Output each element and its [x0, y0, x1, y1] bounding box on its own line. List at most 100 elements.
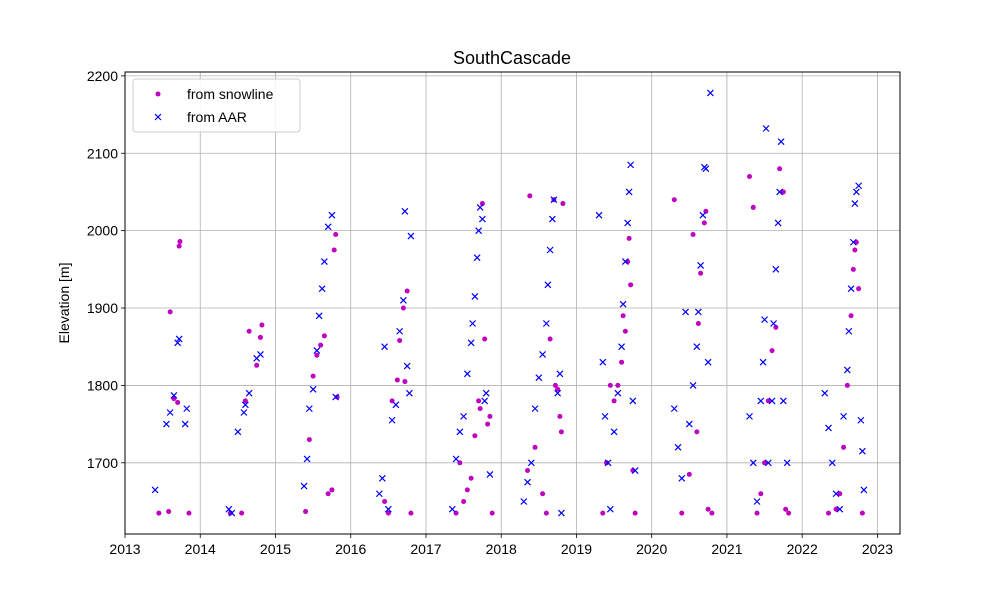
- snowline-point: [780, 189, 786, 195]
- aar-point: [619, 300, 627, 308]
- snowline-point: [385, 510, 391, 516]
- aar-point: [378, 474, 386, 482]
- snowline-point: [754, 510, 760, 516]
- snowline-point: [176, 243, 182, 249]
- aar-point: [606, 505, 614, 513]
- x-axis: 2013 2014 2015 2016 2017 2018 2019 2020 2021 2022…: [109, 534, 893, 557]
- aar-point: [183, 405, 191, 413]
- aar-point: [629, 397, 637, 405]
- aar-point: [542, 320, 550, 327]
- snowline-point: [837, 491, 843, 497]
- aar-point: [749, 459, 757, 467]
- aar-point: [548, 215, 556, 223]
- aar-point: [162, 420, 170, 428]
- chart-title: SouthCascade: [453, 48, 571, 68]
- snowline-point: [318, 342, 324, 348]
- aar-point: [403, 362, 411, 370]
- aar-point: [601, 412, 609, 420]
- x-tick-label: 2017: [410, 541, 441, 557]
- snowline-point: [695, 321, 701, 327]
- aar-point: [375, 490, 383, 498]
- aar-point: [315, 312, 323, 320]
- y-tick-label: 1700: [87, 455, 118, 471]
- aar-point: [702, 165, 710, 173]
- aar-point: [318, 285, 326, 293]
- aar-point: [478, 215, 486, 223]
- snowline-point: [482, 336, 488, 342]
- aar-point: [535, 374, 543, 382]
- aar-point: [531, 405, 539, 413]
- aar-point: [770, 320, 778, 327]
- x-tick-label: 2014: [185, 541, 216, 557]
- aar-point: [847, 285, 855, 293]
- aar-point: [303, 455, 311, 463]
- snowline-point: [177, 238, 183, 244]
- aar-point: [851, 200, 859, 207]
- aar-point: [396, 327, 404, 335]
- aar-point: [228, 509, 236, 517]
- aar-point: [384, 505, 392, 513]
- snowline-point: [557, 413, 563, 419]
- snowline-point: [701, 220, 707, 226]
- snowline-point: [239, 510, 245, 516]
- aar-point: [832, 490, 840, 498]
- snowline-point: [394, 377, 400, 383]
- y-tick-label: 2000: [87, 223, 118, 239]
- y-axis-label: Elevation [m]: [56, 263, 72, 344]
- aar-point: [170, 392, 178, 399]
- aar-point: [674, 443, 682, 451]
- aar-point: [473, 254, 481, 262]
- aar-point: [860, 486, 868, 494]
- snowline-point: [786, 510, 792, 516]
- legend: from snowline from AAR: [132, 78, 301, 133]
- snowline-point: [765, 398, 771, 404]
- snowline-point: [694, 429, 700, 435]
- snowline-point: [468, 475, 474, 481]
- aar-point: [524, 478, 531, 486]
- snowline-point: [600, 510, 606, 516]
- snowline-point: [242, 398, 248, 404]
- aar-point: [482, 389, 490, 397]
- aar-point: [855, 182, 863, 190]
- snowline-point: [841, 444, 847, 450]
- aar-point: [825, 424, 832, 432]
- aar-point: [181, 420, 189, 428]
- aar-point: [631, 467, 639, 474]
- aar-point: [697, 262, 705, 269]
- snowline-point: [826, 510, 832, 516]
- snowline-point: [555, 386, 561, 392]
- snowline-point: [604, 460, 610, 466]
- aar-point: [476, 204, 484, 211]
- snowline-point: [166, 509, 172, 515]
- snowline-point: [679, 510, 685, 516]
- snowline-point: [859, 510, 865, 516]
- aar-point: [486, 470, 494, 478]
- aar-point: [539, 351, 547, 358]
- legend-label-aar: from AAR: [187, 109, 247, 125]
- legend-label-snowline: from snowline: [187, 86, 274, 102]
- aar-point: [401, 207, 409, 215]
- x-tick-label: 2023: [862, 541, 893, 557]
- grid: [124, 72, 900, 534]
- snowline-point: [552, 382, 558, 388]
- snowline-point: [705, 506, 711, 512]
- aar-point: [469, 320, 477, 327]
- snowline-point: [464, 487, 470, 493]
- snowline-point: [709, 510, 715, 516]
- aar-point: [388, 416, 396, 424]
- aar-point: [624, 219, 632, 227]
- snowline-point: [334, 394, 340, 400]
- aar-point: [460, 412, 468, 420]
- aar-point: [313, 347, 321, 355]
- snowline-point: [461, 498, 467, 504]
- snowline-point: [611, 398, 617, 404]
- snowline-point: [783, 506, 789, 512]
- aar-point: [241, 401, 249, 409]
- snowline-point: [382, 498, 388, 504]
- aar-point: [757, 397, 765, 405]
- y-tick-label: 2100: [87, 145, 118, 161]
- x-tick-label: 2020: [636, 541, 667, 557]
- aar-point: [595, 211, 603, 219]
- aar-point: [706, 89, 714, 97]
